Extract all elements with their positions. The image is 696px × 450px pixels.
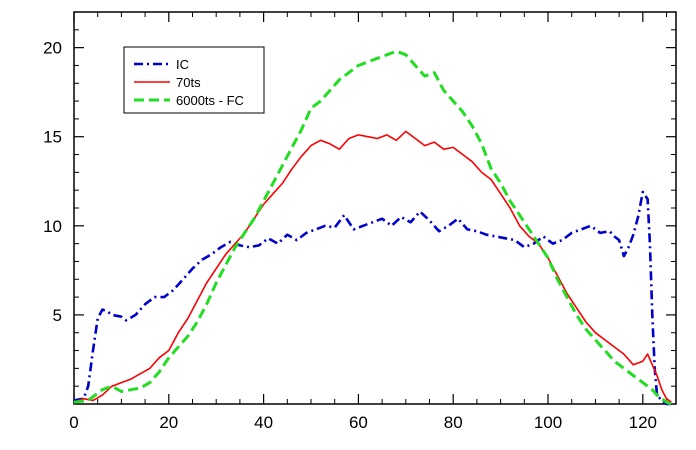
axis-ticks <box>73 12 676 404</box>
legend-label-0: IC <box>176 57 189 72</box>
legend: IC 70ts 6000ts - FC <box>123 46 265 114</box>
series-line-1 <box>73 130 672 403</box>
x-tick-label: 120 <box>629 413 657 432</box>
x-tick-label: 20 <box>159 413 178 432</box>
x-tick-label: 40 <box>254 413 273 432</box>
series-line-0 <box>73 190 672 406</box>
x-tick-label: 0 <box>69 413 78 432</box>
y-tick-label: 15 <box>43 128 62 147</box>
y-tick-label: 5 <box>53 306 62 325</box>
y-tick-label: 20 <box>43 39 62 58</box>
x-tick-label: 100 <box>534 413 562 432</box>
series-line-2 <box>73 49 672 406</box>
tick-labels: 0 20 40 60 80 100 120 5 10 15 20 <box>43 39 657 432</box>
legend-label-1: 70ts <box>176 75 201 90</box>
legend-box <box>123 46 265 114</box>
x-tick-label: 60 <box>349 413 368 432</box>
series-group <box>73 49 672 406</box>
y-tick-label: 10 <box>43 217 62 236</box>
x-tick-label: 80 <box>444 413 463 432</box>
legend-label-2: 6000ts - FC <box>176 93 244 108</box>
